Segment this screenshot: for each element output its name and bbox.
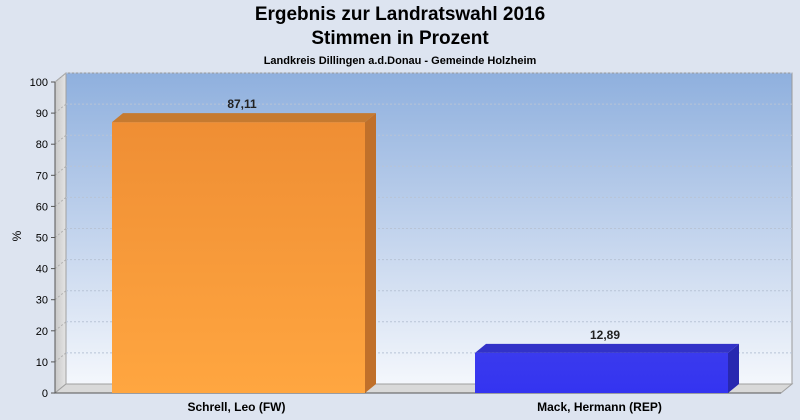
chart-title-line2: Stimmen in Prozent bbox=[311, 28, 489, 49]
y-tick-label: 10 bbox=[36, 357, 48, 369]
bar-side bbox=[728, 343, 739, 393]
plot-area: 0 10 20 30 40 50 60 70 80 90 100 87,11 Schrell, Leo … bbox=[30, 71, 794, 414]
y-tick-label: 100 bbox=[30, 77, 48, 89]
bar-value-label: 12,89 bbox=[590, 328, 620, 342]
y-tick-label: 40 bbox=[36, 264, 48, 276]
y-tick-label: 30 bbox=[36, 295, 48, 307]
bar-top bbox=[112, 113, 376, 123]
y-tick-label: 90 bbox=[36, 108, 48, 120]
bar-front bbox=[475, 352, 728, 393]
y-axis-label: % bbox=[10, 230, 24, 241]
bar-top bbox=[475, 343, 739, 353]
y-tick-label: 70 bbox=[36, 170, 48, 182]
chart-title: Ergebnis zur Landratswahl 2016 bbox=[254, 4, 546, 25]
chart-subtitle: Landkreis Dillingen a.d.Donau - Gemeinde… bbox=[263, 55, 537, 67]
plot-side-wall bbox=[54, 71, 67, 395]
y-tick-label: 80 bbox=[36, 139, 48, 151]
y-tick-label: 20 bbox=[36, 326, 48, 338]
y-tick-label: 50 bbox=[36, 233, 48, 245]
x-category-label: Schrell, Leo (FW) bbox=[187, 400, 285, 414]
bar-side bbox=[365, 113, 376, 394]
bar-front bbox=[112, 122, 365, 394]
x-category-label: Mack, Hermann (REP) bbox=[537, 400, 662, 414]
y-tick-label: 60 bbox=[36, 201, 48, 213]
y-tick-label: 0 bbox=[42, 388, 48, 400]
bar-value-label: 87,11 bbox=[227, 97, 257, 111]
